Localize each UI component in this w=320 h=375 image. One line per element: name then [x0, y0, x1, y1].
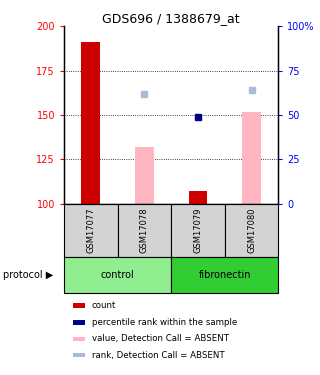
Bar — [64, 204, 118, 257]
Text: count: count — [92, 301, 116, 310]
Bar — [118, 204, 171, 257]
Bar — [242, 111, 261, 204]
Text: GSM17077: GSM17077 — [86, 208, 95, 254]
Bar — [135, 147, 154, 204]
Text: GSM17078: GSM17078 — [140, 208, 149, 254]
Text: value, Detection Call = ABSENT: value, Detection Call = ABSENT — [92, 334, 229, 344]
Text: GSM17079: GSM17079 — [194, 208, 203, 253]
Text: control: control — [101, 270, 134, 280]
Bar — [73, 353, 85, 357]
Bar — [73, 303, 85, 307]
Bar — [81, 42, 100, 204]
Title: GDS696 / 1388679_at: GDS696 / 1388679_at — [102, 12, 240, 25]
Bar — [73, 337, 85, 341]
Bar — [188, 192, 207, 204]
Text: rank, Detection Call = ABSENT: rank, Detection Call = ABSENT — [92, 351, 225, 360]
Text: fibronectin: fibronectin — [198, 270, 251, 280]
Bar — [73, 320, 85, 325]
Text: GSM17080: GSM17080 — [247, 208, 256, 253]
Bar — [171, 204, 225, 257]
Bar — [225, 204, 278, 257]
Text: protocol ▶: protocol ▶ — [3, 270, 53, 280]
Bar — [64, 257, 171, 293]
Bar — [171, 257, 278, 293]
Text: percentile rank within the sample: percentile rank within the sample — [92, 318, 237, 327]
